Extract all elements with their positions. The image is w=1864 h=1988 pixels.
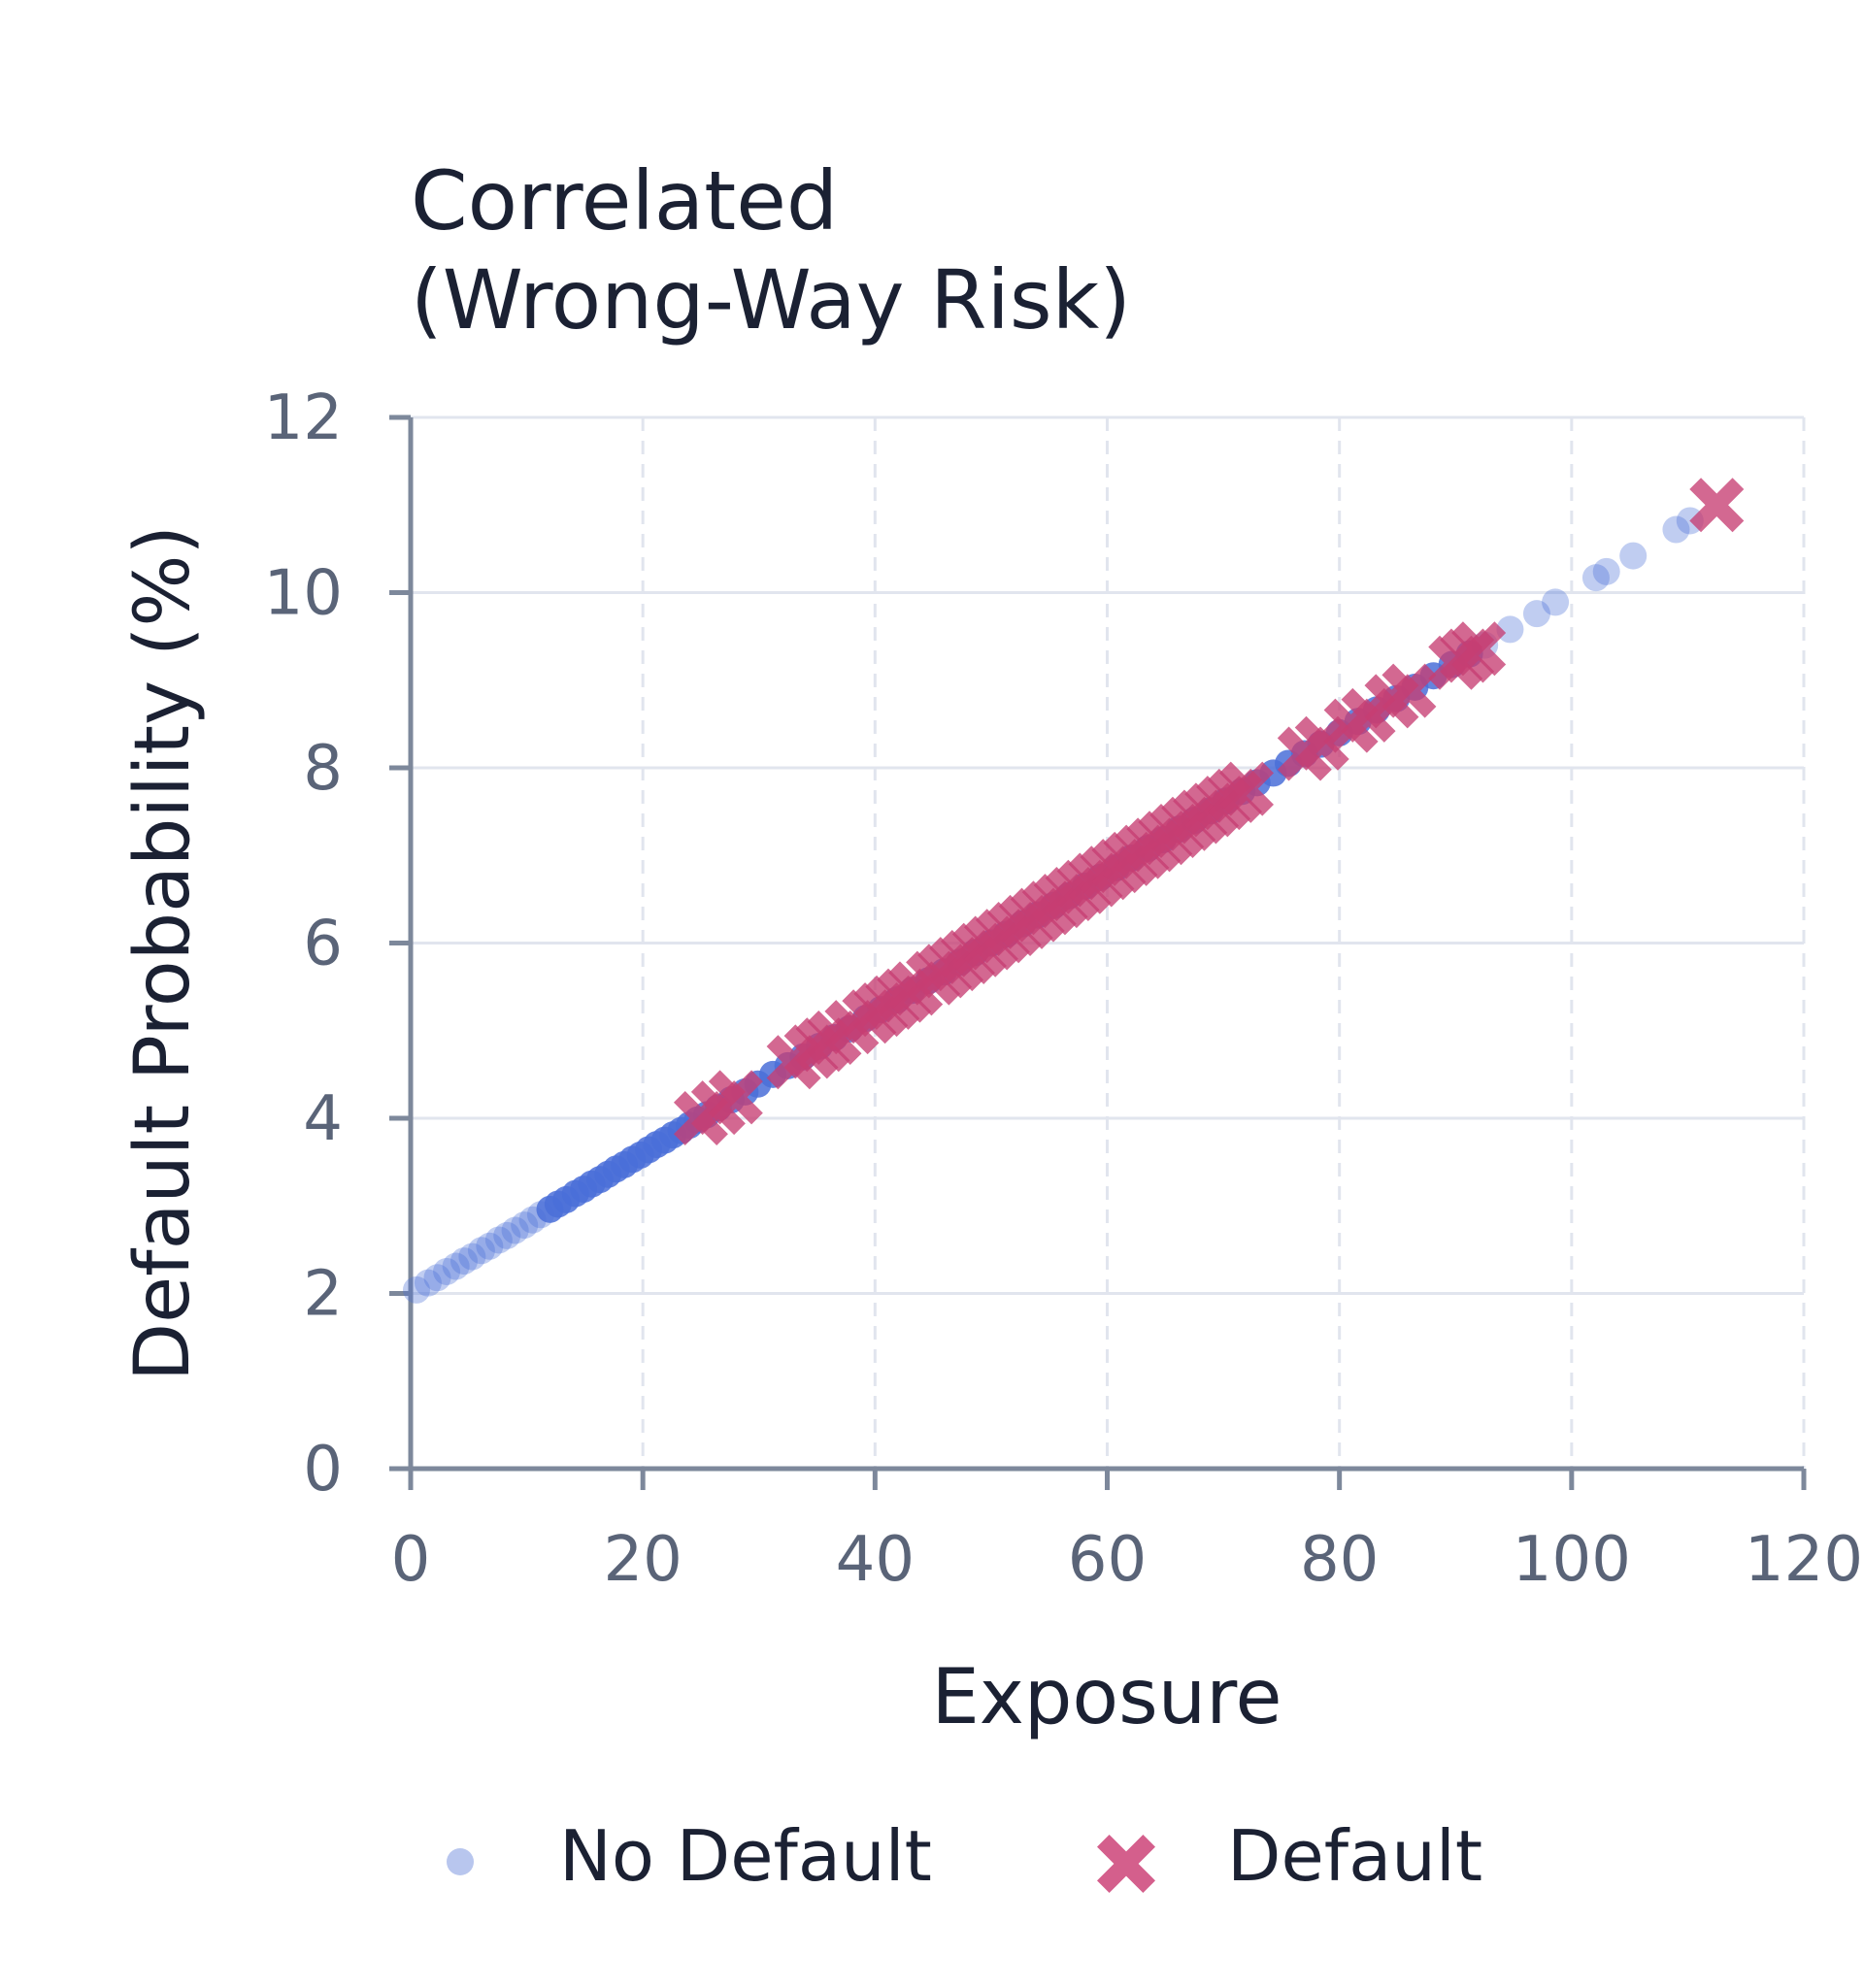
y-tick-label: 6	[303, 909, 343, 980]
data-point-no-default	[476, 1232, 504, 1260]
data-point-default	[1451, 621, 1507, 677]
x-tick-label: 0	[391, 1524, 431, 1596]
data-point-no-default	[1542, 588, 1570, 616]
data-point-no-default	[511, 1211, 539, 1240]
data-point-no-default	[1581, 564, 1610, 592]
data-point-no-default	[414, 1269, 442, 1297]
x-tick-label: 120	[1745, 1524, 1863, 1596]
data-point-no-default	[484, 1226, 513, 1254]
grid	[411, 415, 1806, 1469]
data-point-no-default	[423, 1264, 451, 1292]
y-tick-label: 2	[303, 1259, 343, 1331]
data-point-default	[708, 1070, 763, 1125]
y-tick-label: 0	[303, 1434, 343, 1506]
chart-title-line-2: (Wrong-Way Risk)	[411, 252, 1131, 348]
plot-area	[402, 478, 1745, 1304]
y-tick-label: 12	[264, 382, 343, 454]
data-point-no-default	[493, 1221, 521, 1249]
data-point-default	[1219, 761, 1274, 816]
data-point-no-default	[1496, 615, 1524, 644]
chart-title: Correlated (Wrong-Way Risk)	[411, 153, 1131, 348]
data-point-no-default	[1662, 515, 1690, 544]
data-point-no-default	[458, 1242, 486, 1271]
data-point-no-default	[1619, 542, 1648, 570]
legend-x-shape	[1097, 1835, 1155, 1893]
x-tick-label: 60	[1068, 1524, 1147, 1596]
data-point-no-default	[1592, 557, 1620, 585]
legend-label-default: Default	[1227, 1815, 1482, 1897]
chart-title-line-1: Correlated	[411, 153, 838, 248]
data-point-default	[1381, 663, 1437, 718]
data-point-no-default	[1522, 600, 1550, 628]
legend-label-no-default: No Default	[559, 1815, 932, 1897]
data-point-no-default	[467, 1237, 495, 1265]
x-tick-label: 100	[1513, 1524, 1631, 1596]
x-tick-label: 20	[603, 1524, 682, 1596]
x-tick-label: 80	[1300, 1524, 1379, 1596]
data-point-no-default	[450, 1247, 479, 1276]
y-tick-label: 4	[303, 1083, 343, 1155]
data-point-no-default	[402, 1276, 430, 1304]
y-tick-label: 10	[264, 558, 343, 630]
data-point-default	[1689, 478, 1745, 533]
y-axis-label: Default Probability (%)	[119, 525, 207, 1381]
x-axis-label: Exposure	[931, 1654, 1282, 1741]
x-tick-label: 40	[836, 1524, 915, 1596]
data-point-default	[1294, 715, 1349, 771]
legend-marker-default	[1097, 1835, 1155, 1893]
legend: No Default Default	[447, 1815, 1482, 1897]
data-point-no-default	[442, 1252, 470, 1280]
legend-marker-no-default	[447, 1848, 474, 1875]
y-tick-label: 8	[303, 733, 343, 805]
data-point-no-default	[433, 1257, 461, 1285]
data-point-no-default	[501, 1216, 529, 1244]
axes	[389, 414, 1807, 1490]
